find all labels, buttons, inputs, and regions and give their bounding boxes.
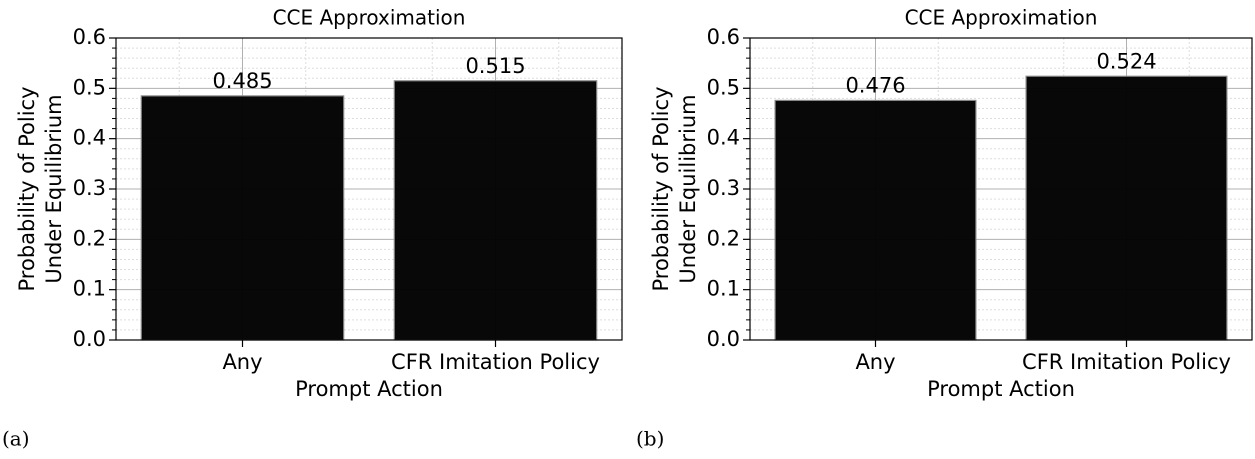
x-tick-label: Any xyxy=(855,350,895,374)
x-axis-label: Prompt Action xyxy=(295,377,443,401)
y-tick-label: 0.1 xyxy=(707,277,740,301)
x-axis-label: Prompt Action xyxy=(927,377,1075,401)
y-tick-label: 0.5 xyxy=(73,75,106,99)
data-label: 0.515 xyxy=(465,54,525,78)
bar xyxy=(140,95,345,341)
data-label: 0.485 xyxy=(212,69,272,93)
y-tick-label: 0.3 xyxy=(73,176,106,200)
y-axis-label: Probability of Policy xyxy=(15,86,39,291)
y-tick-label: 0.4 xyxy=(707,126,740,150)
y-axis-label: Probability of Policy xyxy=(649,86,673,291)
y-tick-label: 0.2 xyxy=(73,226,106,250)
x-tick-label: Any xyxy=(222,350,262,374)
y-axis-label: Under Equilibrium xyxy=(676,94,700,283)
bar xyxy=(393,80,598,341)
y-tick-label: 0.2 xyxy=(707,226,740,250)
bar xyxy=(1025,75,1228,341)
chart-title: CCE Approximation xyxy=(273,6,466,30)
y-axis-label: Under Equilibrium xyxy=(42,94,66,283)
chart-title: CCE Approximation xyxy=(905,6,1098,30)
x-tick-label: CFR Imitation Policy xyxy=(391,350,600,374)
data-label: 0.524 xyxy=(1096,49,1156,73)
y-tick-label: 0.1 xyxy=(73,277,106,301)
y-tick-label: 0.3 xyxy=(707,176,740,200)
axes-frame xyxy=(749,37,1253,341)
caption: (a) xyxy=(2,427,30,451)
y-tick-label: 0.5 xyxy=(707,75,740,99)
y-tick-label: 0.6 xyxy=(73,25,106,49)
data-label: 0.476 xyxy=(845,73,905,97)
axes-frame xyxy=(115,37,623,341)
bar xyxy=(774,99,977,341)
y-tick-label: 0.6 xyxy=(707,25,740,49)
y-tick-label: 0.0 xyxy=(707,327,740,351)
x-tick-label: CFR Imitation Policy xyxy=(1022,350,1231,374)
y-tick-label: 0.0 xyxy=(73,327,106,351)
caption: (b) xyxy=(636,427,664,451)
y-tick-label: 0.4 xyxy=(73,126,106,150)
